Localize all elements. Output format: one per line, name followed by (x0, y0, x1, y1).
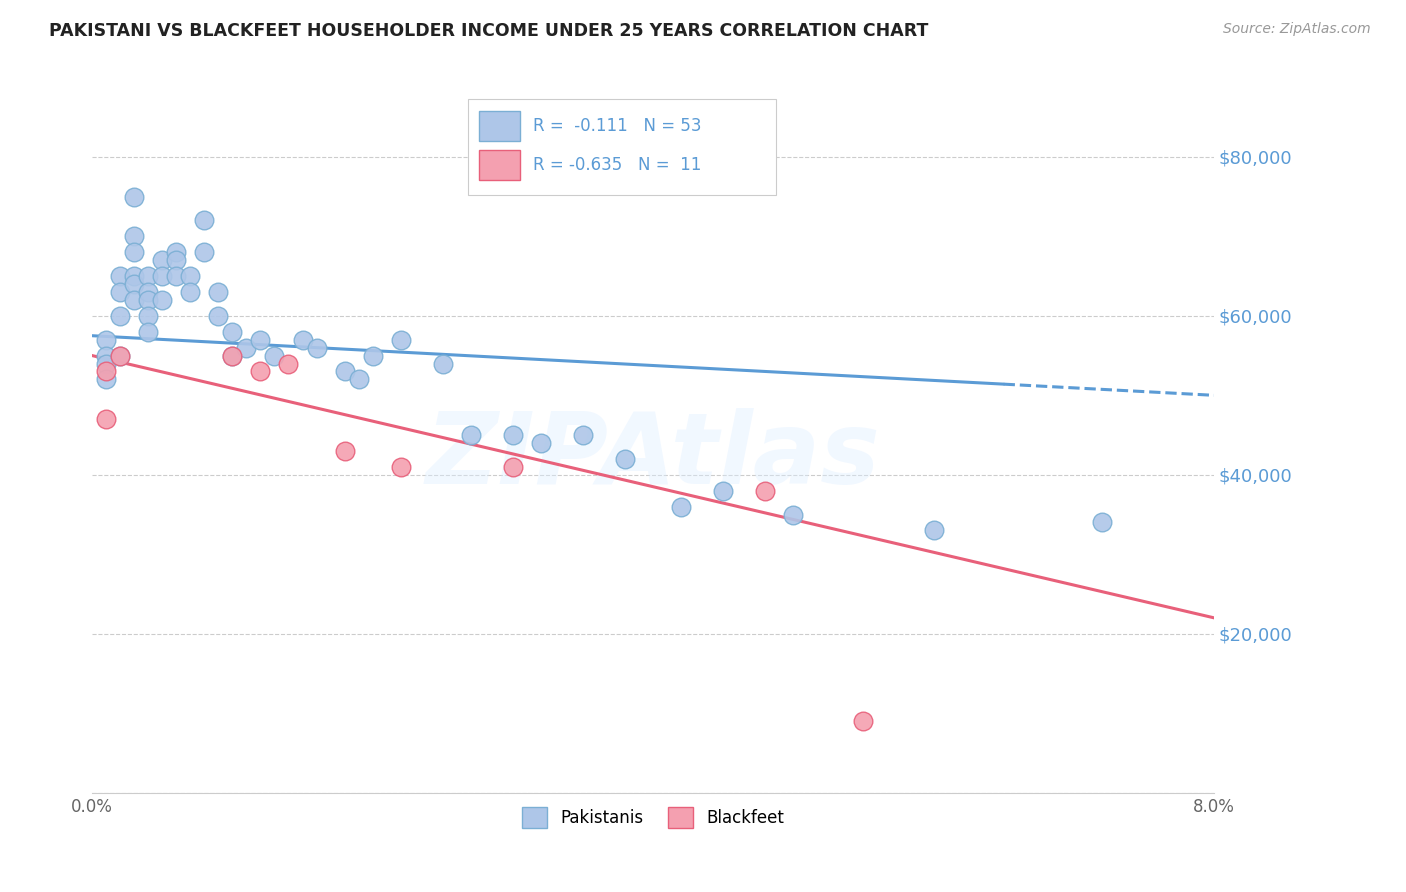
Point (150, 269, 173, 284)
Point (291, 333, 314, 347)
Point (165, 269, 187, 284)
Point (333, 444, 356, 458)
Text: PAKISTANI VS BLACKFEET HOUSEHOLDER INCOME UNDER 25 YEARS CORRELATION CHART: PAKISTANI VS BLACKFEET HOUSEHOLDER INCOM… (49, 22, 928, 40)
Point (277, 357, 299, 371)
Point (110, 285, 132, 299)
Point (122, 189, 145, 203)
Point (530, 436, 553, 450)
Point (1091, 516, 1114, 530)
Point (389, 459, 412, 474)
Point (221, 325, 243, 339)
Point (305, 341, 328, 355)
Point (179, 269, 201, 284)
Point (110, 309, 132, 323)
Text: Source: ZipAtlas.com: Source: ZipAtlas.com (1223, 22, 1371, 37)
Point (460, 428, 482, 442)
Point (221, 349, 243, 363)
Point (432, 357, 454, 371)
Point (110, 349, 132, 363)
Point (165, 253, 187, 268)
Point (136, 269, 159, 284)
Point (96, 349, 118, 363)
Point (361, 349, 384, 363)
Point (150, 293, 173, 307)
Point (249, 364, 271, 378)
Point (193, 213, 215, 227)
Point (193, 245, 215, 260)
Point (110, 269, 132, 284)
Point (122, 229, 145, 244)
Point (207, 309, 229, 323)
Point (347, 372, 370, 386)
Point (136, 325, 159, 339)
Point (96, 372, 118, 386)
Point (389, 333, 412, 347)
Point (754, 483, 776, 498)
Point (782, 508, 804, 522)
FancyBboxPatch shape (479, 112, 520, 141)
Point (136, 293, 159, 307)
Point (852, 714, 875, 728)
Point (221, 349, 243, 363)
Point (122, 245, 145, 260)
Point (96, 412, 118, 426)
Point (150, 253, 173, 268)
Point (711, 483, 734, 498)
Point (136, 285, 159, 299)
Point (122, 269, 145, 284)
Text: R =  -0.111   N = 53: R = -0.111 N = 53 (533, 117, 702, 135)
Point (122, 277, 145, 291)
Point (165, 245, 187, 260)
FancyBboxPatch shape (468, 99, 776, 195)
Point (614, 451, 637, 466)
Point (922, 524, 945, 538)
Point (263, 349, 285, 363)
Text: R = -0.635   N =  11: R = -0.635 N = 11 (533, 156, 702, 174)
Point (96, 333, 118, 347)
Point (572, 428, 595, 442)
Point (136, 309, 159, 323)
Point (96, 357, 118, 371)
Point (179, 285, 201, 299)
Text: ZIPAtlas: ZIPAtlas (426, 408, 880, 505)
Point (502, 428, 524, 442)
Point (207, 285, 229, 299)
Point (110, 349, 132, 363)
Point (122, 293, 145, 307)
Point (235, 341, 257, 355)
Point (669, 500, 692, 514)
Point (502, 459, 524, 474)
Point (96, 364, 118, 378)
Point (333, 364, 356, 378)
Legend: Pakistanis, Blackfeet: Pakistanis, Blackfeet (515, 801, 792, 834)
Point (249, 333, 271, 347)
FancyBboxPatch shape (479, 150, 520, 179)
